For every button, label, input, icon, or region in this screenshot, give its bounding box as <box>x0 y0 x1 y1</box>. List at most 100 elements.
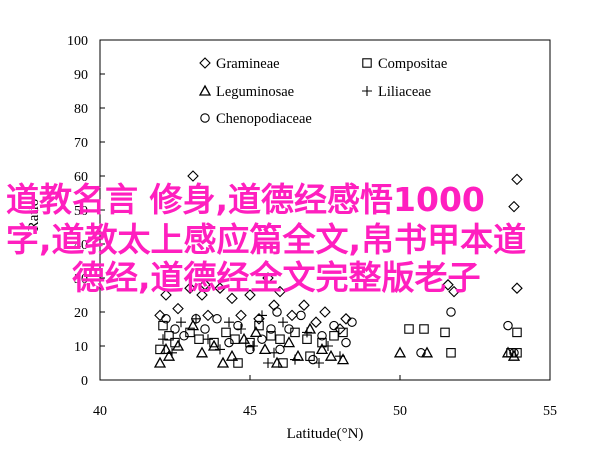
plus-point <box>158 334 168 345</box>
plus-point <box>290 354 300 365</box>
square-point <box>419 324 429 334</box>
x-tick-label: 50 <box>393 404 407 419</box>
diamond-point <box>172 302 184 315</box>
legend-item-gramineae: Gramineae <box>199 56 280 72</box>
triangle-point <box>393 346 407 358</box>
diamond-point <box>274 285 286 298</box>
legend-item-liliaceae: Liliaceae <box>362 84 431 100</box>
data-points <box>153 170 523 368</box>
circle-point <box>341 337 351 348</box>
square-point <box>278 358 288 368</box>
circle-point <box>308 354 318 365</box>
y-tick-label: 50 <box>74 204 88 219</box>
diamond-point <box>202 309 214 322</box>
x-tick-label: 45 <box>243 404 257 419</box>
diamond-legend-marker <box>199 57 211 69</box>
square-legend-marker <box>362 58 372 68</box>
diamond-point <box>511 282 523 294</box>
plus-point <box>224 317 234 328</box>
diamond-point <box>511 173 523 186</box>
diamond-point <box>298 299 310 311</box>
circle-point <box>503 320 513 331</box>
square-point <box>254 320 264 331</box>
plus-point <box>302 327 312 338</box>
y-tick-label: 80 <box>74 102 88 117</box>
legend-item-compositae: Compositae <box>362 56 447 72</box>
diamond-point <box>154 309 166 322</box>
circle-point <box>179 331 189 341</box>
square-point <box>512 327 522 338</box>
square-point <box>329 331 339 341</box>
circle-point <box>329 320 339 331</box>
square-point <box>233 358 243 368</box>
square-point <box>164 331 174 341</box>
triangle-point <box>270 356 284 368</box>
square-point <box>266 331 276 341</box>
legend: Gramineae Compositae Leguminosae Liliaceae C… <box>198 56 447 127</box>
diamond-point <box>268 299 280 311</box>
diamond-point <box>442 279 454 291</box>
overlay-text-line-1: 道教名言 修身,道德经感悟1000 <box>6 180 485 219</box>
triangle-point <box>207 339 221 351</box>
diamond-point <box>187 170 199 182</box>
y-tick-label: 100 <box>67 34 88 49</box>
y-tick-label: 30 <box>74 272 88 287</box>
triangle-point <box>501 346 515 358</box>
triangle-point <box>186 319 200 331</box>
legend-label: Liliaceae <box>378 84 431 100</box>
plus-point <box>167 347 177 358</box>
y-tick-label: 90 <box>74 68 88 83</box>
triangle-point <box>171 339 185 351</box>
circle-point <box>233 320 243 331</box>
triangle-point <box>249 326 263 338</box>
triangle-point <box>420 346 434 358</box>
circle-point <box>317 331 327 341</box>
diamond-point <box>196 289 208 301</box>
diamond-point <box>244 289 256 301</box>
circle-point <box>224 337 234 348</box>
overlay-text-line-2: 字,道教太上感应篇全文,帛书甲本道 <box>6 220 527 259</box>
diamond-point <box>160 289 172 301</box>
diamond-point <box>310 316 322 328</box>
circle-legend-marker <box>200 113 210 123</box>
circle-point <box>446 307 456 317</box>
square-point <box>317 337 327 348</box>
triangle-point <box>153 356 167 368</box>
diamond-point <box>262 272 274 284</box>
x-axis: 40 45 50 55 <box>93 375 557 419</box>
y-tick-label: 20 <box>74 306 88 321</box>
plus-point <box>257 310 267 321</box>
plus-point <box>278 317 288 328</box>
legend-label: Chenopodiaceae <box>216 111 312 127</box>
triangle-point <box>507 349 521 361</box>
triangle-point <box>237 332 251 344</box>
diamond-point <box>286 309 298 322</box>
plus-point <box>323 341 333 351</box>
y-tick-label: 10 <box>74 340 88 355</box>
circle-point <box>284 324 294 334</box>
plus-legend-marker <box>362 86 372 96</box>
circle-point <box>212 314 222 324</box>
triangle-point <box>195 346 209 358</box>
y-tick-label: 40 <box>74 238 88 253</box>
legend-item-leguminosae: Leguminosae <box>198 84 294 100</box>
plus-point <box>215 344 225 355</box>
y-tick-label: 60 <box>74 170 88 185</box>
triangle-point <box>225 349 239 361</box>
circle-point <box>347 317 357 327</box>
x-axis-label: Latitude(°N) <box>287 426 364 442</box>
x-tick-label: 55 <box>543 404 557 419</box>
triangle-point <box>216 356 230 368</box>
plus-point <box>335 351 345 362</box>
square-point <box>338 327 348 338</box>
triangle-point <box>258 343 272 355</box>
circle-point <box>272 307 282 317</box>
diamond-point <box>214 282 226 294</box>
square-point <box>209 337 219 348</box>
square-point <box>155 344 165 355</box>
diamond-point <box>199 279 211 291</box>
triangle-point <box>282 336 296 348</box>
square-point <box>305 351 315 361</box>
square-point <box>404 324 414 334</box>
